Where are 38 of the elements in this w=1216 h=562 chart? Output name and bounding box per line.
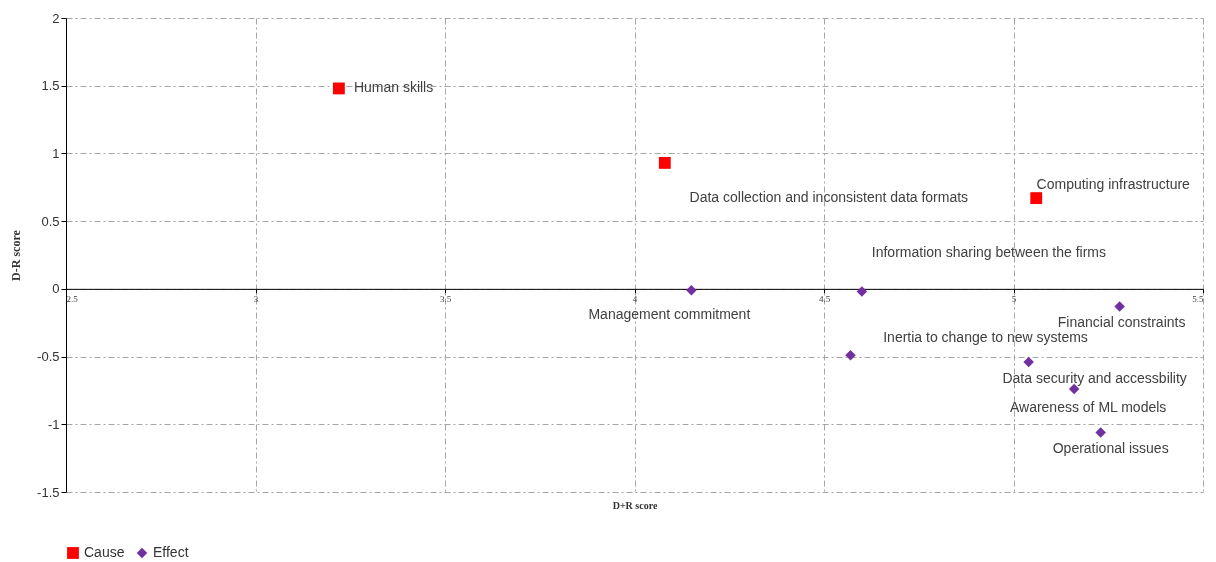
legend-label: Cause (84, 544, 125, 560)
annotation: Data collection and inconsistent data formats (689, 188, 969, 205)
x-tick-label: 5.5 (1192, 294, 1204, 305)
x-tick-label: 3 (253, 294, 259, 305)
y-tick-label: 1.5 (41, 78, 60, 94)
annotation: Financial constraints (1057, 314, 1186, 331)
point (658, 156, 671, 169)
point (1030, 192, 1043, 205)
x-tick-label: 4.5 (818, 294, 831, 305)
point (332, 82, 345, 95)
legend-label: Effect (153, 544, 189, 560)
y-tick-label: -1.5 (37, 484, 60, 500)
annotation: Data security and accessbility (1002, 369, 1187, 386)
point (856, 286, 868, 297)
annotation: Awareness of ML models (1009, 399, 1167, 416)
y-tick-label: 2 (52, 10, 60, 26)
annotation: Management commitment (588, 306, 751, 323)
annotation: Computing infrastructure (1036, 176, 1191, 193)
point (686, 284, 697, 296)
x-axis-title: D+R score (612, 499, 658, 511)
point (1114, 301, 1125, 312)
point (1095, 427, 1106, 438)
annotation: Inertia to change to new systems (883, 329, 1088, 346)
x-tick-label: 5 (1011, 294, 1017, 305)
x-tick-label: 4 (632, 294, 638, 305)
y-tick-label: 1 (52, 145, 60, 161)
x-tick-label: 2.5 (66, 294, 79, 305)
y-tick-label: 0 (52, 281, 60, 297)
annotation: Operational issues (1052, 440, 1169, 457)
y-axis-title: D-R score (9, 229, 24, 281)
point (845, 349, 856, 361)
y-tick-label: -0.5 (37, 349, 60, 365)
y-tick-label: 0.5 (41, 213, 60, 229)
y-tick-label: -1 (47, 416, 60, 432)
x-tick-label: 3.5 (439, 294, 452, 305)
annotation: Human skills (353, 79, 434, 96)
annotation: Information sharing between the firms (871, 243, 1107, 260)
point (1023, 356, 1034, 368)
